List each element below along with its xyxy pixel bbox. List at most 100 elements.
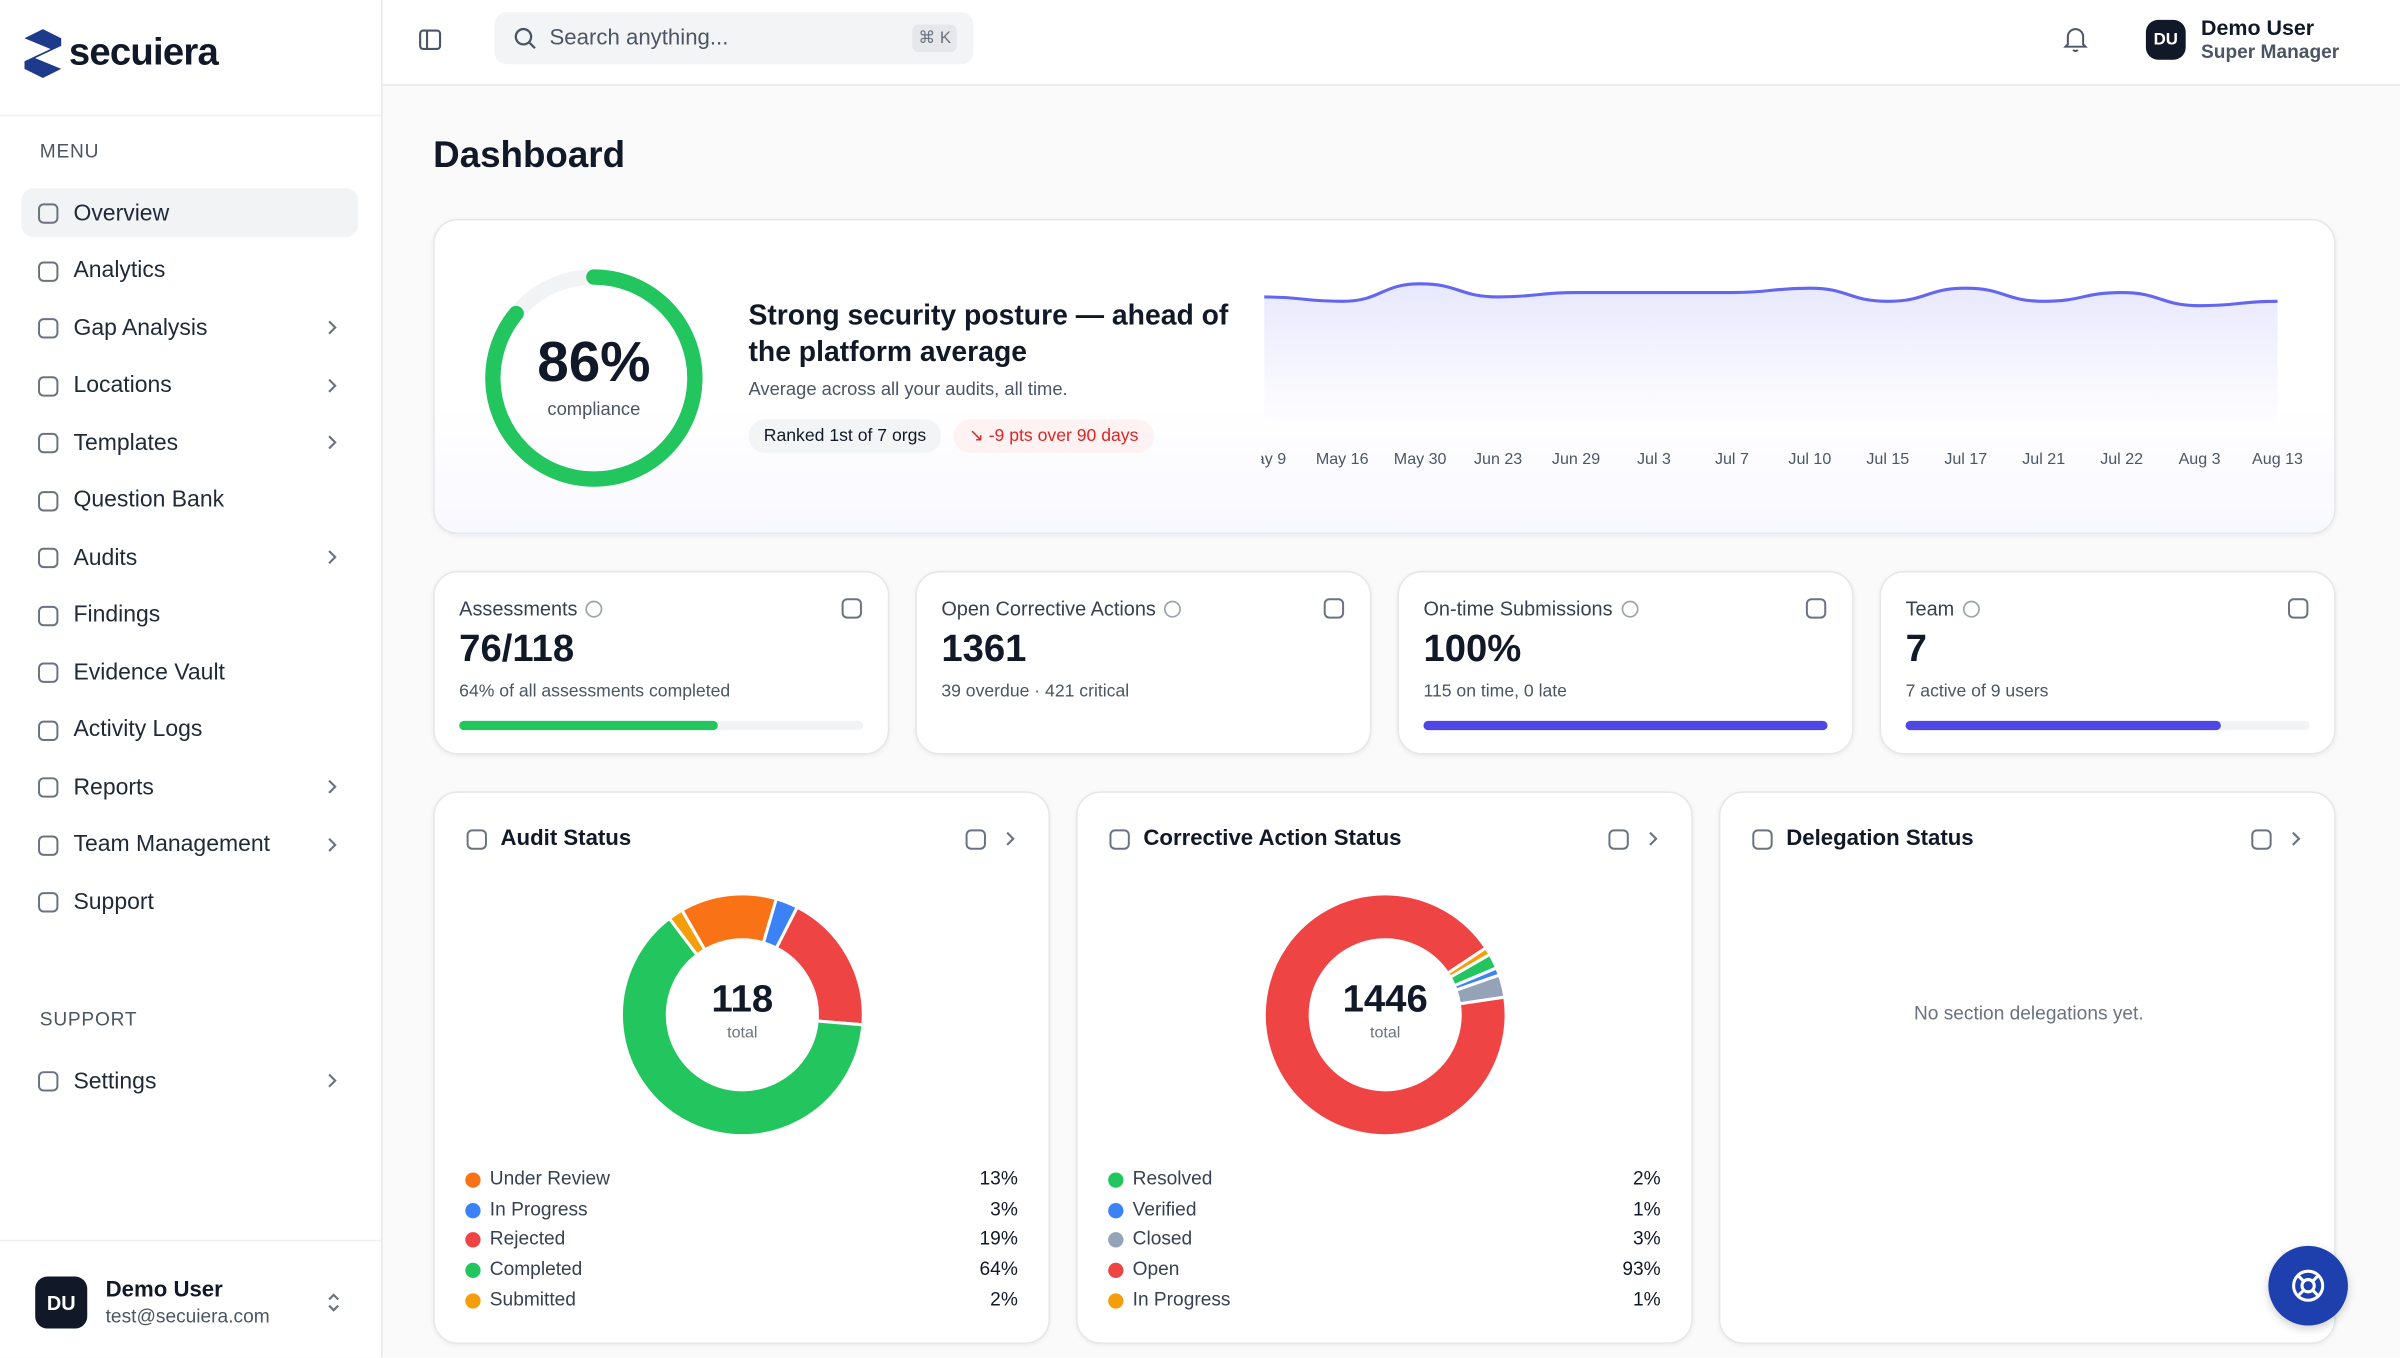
menu-item[interactable]: Reports (21, 762, 358, 811)
card-icon (1109, 829, 1130, 850)
stat-title: Assessments (459, 597, 603, 620)
user-name: Demo User (105, 1278, 223, 1303)
icon-shape (38, 260, 59, 282)
menu-icon (38, 260, 59, 282)
badge: Ranked 1st of 7 orgs (748, 419, 942, 454)
search-box[interactable]: Search anything... ⌘ K (494, 12, 974, 65)
menu-icon (38, 318, 59, 339)
hero-card: 86% compliance Strong security posture —… (433, 218, 2336, 535)
legend-value: 3% (990, 1197, 1018, 1220)
info-button[interactable] (2250, 828, 2273, 851)
chevron-shape (1006, 831, 1015, 846)
info-shape (585, 599, 603, 617)
info-shape (1164, 599, 1182, 617)
help-icon (2292, 1269, 2325, 1302)
legend-dot (1108, 1262, 1124, 1279)
topbar: Search anything... ⌘ K DU Demo User Supe… (382, 0, 2400, 86)
x-tick-label: May 30 (1394, 450, 1447, 468)
chevron-shape (328, 837, 337, 852)
info-icon (1620, 599, 1638, 617)
icon-shape (38, 777, 59, 798)
menu-item[interactable]: Audits (21, 533, 358, 582)
menu-icon (38, 432, 59, 454)
menu-item[interactable]: Team Management (21, 820, 358, 869)
menu-label: Locations (73, 371, 172, 398)
legend-name: Verified (1132, 1197, 1197, 1220)
info-button[interactable] (964, 828, 987, 851)
legend-name: In Progress (489, 1197, 588, 1220)
top-avatar[interactable]: DU (2145, 19, 2186, 60)
chevron (1649, 831, 1658, 846)
legend-name: Completed (489, 1258, 583, 1280)
stat-card: Team 7 7 active of 9 users (1879, 570, 2336, 755)
icon-shape (1752, 829, 1773, 850)
menu-label: Gap Analysis (73, 314, 208, 341)
x-tick-label: Jun 29 (1552, 450, 1600, 468)
menu-item[interactable]: Evidence Vault (21, 647, 358, 696)
stat-value: 1361 (941, 627, 1027, 671)
chevron-shape (328, 550, 337, 565)
hero-subheading: Average across all your audits, all time… (748, 378, 1068, 400)
progress-bar (1423, 720, 1828, 731)
stat-card: On-time Submissions 100% 115 on time, 0 la… (1397, 570, 1854, 755)
menu-item[interactable]: Activity Logs (21, 705, 358, 754)
compliance-ring (485, 269, 703, 487)
donut-card: Delegation Status No section delegations … (1718, 791, 2336, 1344)
progress-track (1905, 720, 2310, 731)
stat-value: 7 (1905, 627, 1927, 671)
menu-label: Evidence Vault (73, 658, 225, 685)
chevron (328, 837, 337, 852)
help-button[interactable] (2268, 1245, 2348, 1326)
notifications[interactable] (2063, 26, 2088, 54)
menu-label: Reports (73, 773, 154, 800)
chevron-shape (328, 779, 337, 794)
card-icon (1752, 829, 1773, 850)
progress-bar (1905, 720, 2221, 731)
menu-item[interactable]: Settings (21, 1056, 358, 1105)
menu-item[interactable]: Locations (21, 360, 358, 409)
menu-item[interactable]: Gap Analysis (21, 303, 358, 352)
icon-shape (38, 605, 59, 626)
menu-item[interactable]: Overview (21, 188, 359, 238)
sidebar: secuiera MENU SUPPORT DU Demo User test@… (0, 0, 383, 1358)
x-tick-label: Jul 22 (2100, 450, 2143, 468)
menu-item[interactable]: Findings (21, 590, 358, 639)
sidebar-toggle[interactable] (418, 28, 442, 52)
menu-item[interactable]: Support (21, 877, 358, 926)
donut-card: Audit Status Under Review 13% In Progress 3%… (433, 791, 1050, 1344)
x-tick-label: Aug 13 (2252, 450, 2302, 468)
legend-value: 93% (1622, 1258, 1661, 1280)
menu-item[interactable]: Templates (21, 418, 358, 467)
menu-item[interactable]: Question Bank (21, 475, 358, 524)
stat-icon (1323, 598, 1345, 619)
menu-icon (38, 662, 59, 683)
top-user-name: Demo User (2201, 15, 2315, 40)
trend-chart: May 9 May 16 May 30 Jun 23 Jun 29 Jul 3 Jul 7 J… (1261, 282, 2302, 468)
menu-label: Analytics (73, 257, 166, 284)
icon-shape (38, 1071, 59, 1092)
icon-shape (1608, 829, 1629, 850)
chevron (328, 320, 337, 335)
progress-track (459, 720, 864, 731)
info-shape (1620, 599, 1638, 617)
stat-title: Open Corrective Actions (941, 597, 1182, 620)
chevron (2292, 831, 2301, 846)
x-tick-label: Jun 23 (1474, 450, 1522, 468)
menu-item[interactable]: Analytics (21, 246, 358, 295)
user-footer[interactable]: DU Demo User test@secuiera.com (0, 1239, 382, 1358)
badges: Ranked 1st of 7 orgs ↘ -9 pts over 90 day… (748, 419, 1165, 454)
info-button[interactable] (1607, 828, 1630, 851)
hero-heading: Strong security posture — ahead of the p… (748, 298, 1229, 368)
menu-label: MENU (39, 140, 100, 163)
badge: ↘ -9 pts over 90 days (953, 419, 1154, 454)
donut (619, 892, 865, 1138)
menu-label: Findings (73, 601, 161, 628)
chevron (328, 378, 337, 392)
legend-dot (465, 1202, 481, 1218)
menu-label: Overview (73, 199, 170, 226)
chevron-shape (328, 320, 337, 335)
menu-icon (38, 834, 59, 856)
legend-dot (1108, 1172, 1124, 1188)
chevron (328, 435, 337, 450)
info-icon (1164, 599, 1182, 617)
